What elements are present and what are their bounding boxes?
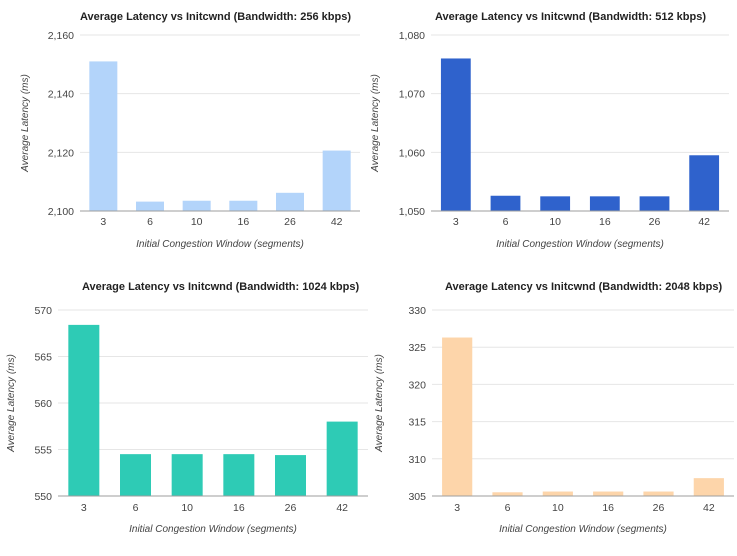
bar [182, 200, 211, 211]
y-tick-label: 555 [34, 445, 52, 457]
bar [589, 196, 620, 211]
bar [68, 324, 100, 496]
x-tick-label: 10 [181, 502, 193, 514]
bar [229, 200, 258, 211]
chart-title: Average Latency vs Initcwnd (Bandwidth: … [82, 281, 359, 293]
x-tick-label: 16 [237, 216, 249, 228]
x-tick-label: 10 [549, 216, 561, 228]
y-tick-label: 1,060 [399, 147, 425, 159]
y-tick-label: 550 [34, 491, 52, 503]
y-tick-label: 310 [408, 454, 426, 466]
bar [490, 195, 521, 211]
y-tick-label: 2,120 [48, 147, 74, 159]
y-tick-label: 2,100 [48, 206, 74, 218]
bar [689, 155, 720, 211]
y-tick-label: 2,140 [48, 89, 74, 101]
y-tick-label: 1,070 [399, 89, 425, 101]
x-tick-label: 26 [649, 216, 661, 228]
x-tick-label: 3 [100, 216, 106, 228]
bar [540, 196, 571, 211]
bar [442, 337, 473, 496]
x-tick-label: 3 [453, 216, 459, 228]
x-tick-label: 10 [552, 502, 564, 514]
chart-title: Average Latency vs Initcwnd (Bandwidth: … [80, 11, 351, 23]
bar [171, 454, 203, 496]
x-tick-label: 6 [133, 502, 139, 514]
x-tick-label: 26 [653, 502, 665, 514]
x-tick-label: 42 [703, 502, 715, 514]
bar [643, 491, 674, 496]
y-tick-label: 330 [408, 305, 426, 317]
y-tick-label: 570 [34, 305, 52, 317]
bar [440, 58, 471, 211]
x-tick-label: 16 [599, 216, 611, 228]
y-tick-label: 565 [34, 352, 52, 364]
bar [276, 192, 304, 211]
bar [322, 150, 351, 211]
x-tick-label: 3 [81, 502, 87, 514]
chart-title: Average Latency vs Initcwnd (Bandwidth: … [445, 281, 722, 293]
bar [593, 491, 624, 496]
y-tick-label: 320 [408, 379, 426, 391]
bar [275, 455, 306, 496]
x-tick-label: 16 [233, 502, 245, 514]
x-axis-title: Initial Congestion Window (segments) [129, 524, 297, 535]
y-tick-label: 315 [408, 417, 426, 429]
bar-chart: 305 310 315 320 325 330 3 6 10 16 26 42 Average Late… [374, 281, 734, 535]
bar [542, 491, 573, 496]
y-axis-title: Average Latency (ms) [6, 354, 17, 453]
x-tick-label: 6 [505, 502, 511, 514]
y-tick-label: 305 [408, 491, 426, 503]
x-axis-title: Initial Congestion Window (segments) [136, 239, 304, 250]
bar [639, 196, 670, 211]
x-tick-label: 26 [284, 216, 296, 228]
bar [223, 454, 255, 496]
y-axis-title: Average Latency (ms) [20, 74, 31, 173]
chart-panel: 550 555 560 565 570 3 6 10 16 26 42 Average Latency… [0, 268, 368, 551]
y-axis-title: Average Latency (ms) [370, 74, 381, 173]
y-tick-label: 1,080 [399, 30, 425, 42]
x-axis-title: Initial Congestion Window (segments) [499, 524, 667, 535]
bar [136, 201, 164, 211]
x-tick-label: 3 [454, 502, 460, 514]
bar [326, 421, 358, 496]
chart-panel: 1,050 1,060 1,070 1,080 3 6 10 16 26 42 Average La… [368, 0, 737, 268]
bar [120, 454, 151, 496]
y-tick-label: 1,050 [399, 206, 425, 218]
bar [492, 492, 523, 496]
x-tick-label: 6 [147, 216, 153, 228]
y-tick-label: 560 [34, 398, 52, 410]
x-tick-label: 6 [503, 216, 509, 228]
y-tick-label: 325 [408, 342, 426, 354]
x-tick-label: 16 [602, 502, 614, 514]
chart-title: Average Latency vs Initcwnd (Bandwidth: … [435, 11, 706, 23]
x-tick-label: 42 [331, 216, 343, 228]
x-axis-title: Initial Congestion Window (segments) [496, 239, 664, 250]
bar [89, 61, 118, 212]
x-tick-label: 26 [285, 502, 297, 514]
x-tick-label: 10 [191, 216, 203, 228]
chart-panel: 2,100 2,120 2,140 2,160 3 6 10 16 26 42 Average La… [0, 0, 368, 268]
x-tick-label: 42 [698, 216, 710, 228]
bar-chart: 550 555 560 565 570 3 6 10 16 26 42 Average Latency… [6, 281, 368, 535]
bar [693, 478, 724, 496]
chart-panel: 305 310 315 320 325 330 3 6 10 16 26 42 Average Late… [368, 268, 737, 551]
bar-chart: 2,100 2,120 2,140 2,160 3 6 10 16 26 42 Average La… [20, 11, 360, 250]
x-tick-label: 42 [336, 502, 348, 514]
bar-chart: 1,050 1,060 1,070 1,080 3 6 10 16 26 42 Average La… [370, 11, 729, 250]
y-axis-title: Average Latency (ms) [374, 354, 385, 453]
y-tick-label: 2,160 [48, 30, 74, 42]
